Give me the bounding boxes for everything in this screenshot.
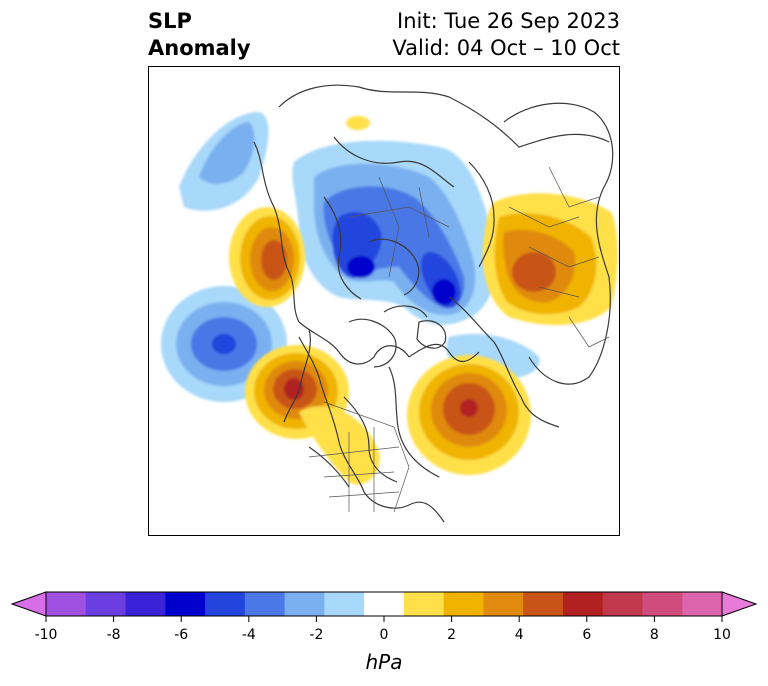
title-left: SLP Anomaly xyxy=(148,8,251,62)
colorbar-bin xyxy=(443,592,484,616)
anomaly-map xyxy=(161,84,618,523)
colorbar-bin xyxy=(602,592,643,616)
colorbar-tick-label: -4 xyxy=(241,627,256,643)
low-kamchatka xyxy=(179,112,269,211)
title-right: Init: Tue 26 Sep 2023 Valid: 04 Oct – 10… xyxy=(392,8,620,62)
title-line-1: SLP xyxy=(148,9,192,33)
colorbar-tick-label: -10 xyxy=(34,627,58,643)
colorbar-bin xyxy=(125,592,166,616)
high-ural xyxy=(482,193,618,326)
colorbar-bin xyxy=(562,592,604,616)
colorbar-bin xyxy=(483,592,524,616)
colorbar-tick-label: 8 xyxy=(649,627,659,643)
low-atlantic xyxy=(161,286,287,402)
colorbar-tick-label: -8 xyxy=(106,627,121,643)
init-date: Init: Tue 26 Sep 2023 xyxy=(397,9,620,33)
colorbar-bin xyxy=(523,592,564,616)
colorbar-bin xyxy=(403,592,445,616)
colorbar-bin xyxy=(85,592,127,616)
colorbar-bin xyxy=(284,592,325,616)
colorbar-tick-label: 6 xyxy=(582,627,592,643)
colorbar-bin xyxy=(244,592,286,616)
colorbar-tick-label: -2 xyxy=(309,627,324,643)
colorbar-max-extension xyxy=(721,591,758,617)
low-arctic xyxy=(292,140,496,325)
colorbar-bin xyxy=(205,592,246,616)
high-western-europe xyxy=(229,207,305,307)
map-panel xyxy=(148,66,620,536)
coastlines xyxy=(253,84,614,523)
colorbar-tick-label: 4 xyxy=(514,627,524,643)
high-svalbard-small xyxy=(346,116,370,130)
colorbar-bin xyxy=(324,592,365,616)
valid-range: Valid: 04 Oct – 10 Oct xyxy=(392,36,620,60)
colorbar-bin xyxy=(364,592,405,616)
colorbar-bin xyxy=(682,592,723,616)
colorbar-tick-label: -6 xyxy=(174,627,189,643)
colorbar-tick-label: 2 xyxy=(447,627,457,643)
colorbar-bin xyxy=(165,592,206,616)
high-labrador xyxy=(407,355,531,475)
colorbar-unit-label: hPa xyxy=(365,650,403,674)
political-borders xyxy=(308,166,610,513)
colorbar-bin xyxy=(642,592,683,616)
colorbar-tick-label: 10 xyxy=(713,627,731,643)
colorbar-bin xyxy=(46,592,87,616)
colorbar-min-extension xyxy=(10,591,47,617)
colorbar xyxy=(10,591,758,622)
title-line-2: Anomaly xyxy=(148,36,251,60)
colorbar-tick-label: 0 xyxy=(379,627,389,643)
